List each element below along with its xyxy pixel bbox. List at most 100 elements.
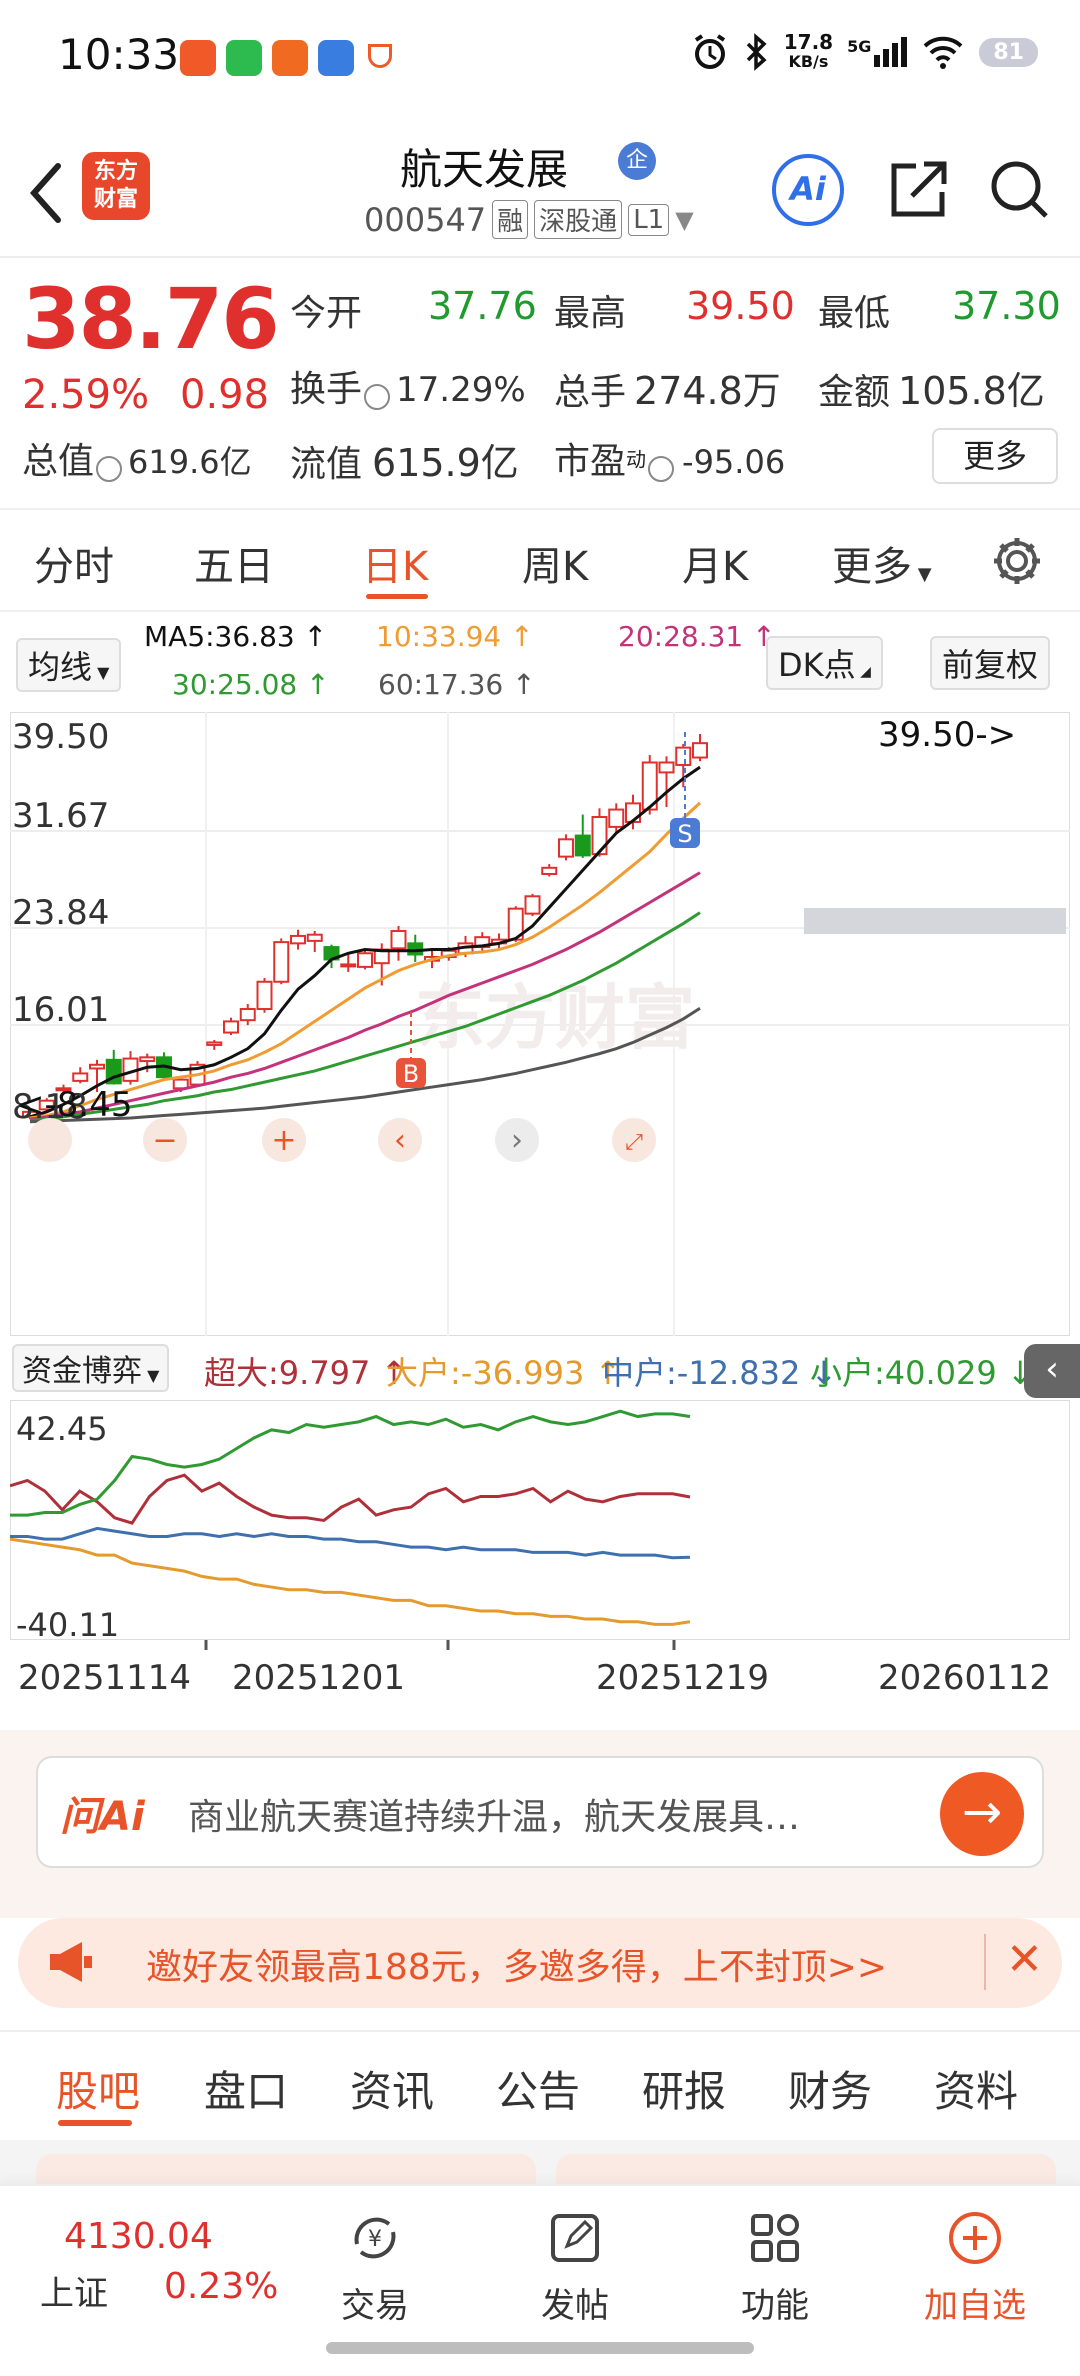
app-notification-icon <box>180 40 216 76</box>
tab-order-book[interactable]: 盘口 <box>204 2067 289 2116</box>
ma5-value: MA5:36.83 ↑ <box>144 620 328 653</box>
nav-add-watchlist[interactable]: 加自选 <box>900 2206 1050 2327</box>
wifi-icon <box>923 36 963 69</box>
tab-weekly-k[interactable]: 周K <box>522 544 589 590</box>
buy-point-marker <box>396 1058 426 1088</box>
candle-body <box>72 1072 89 1082</box>
min-price-marker: <-8.45 <box>16 1085 132 1125</box>
level-tag: L1 <box>628 203 670 236</box>
promo-text: 邀好友领最高188元，多邀多得，上不封顶>> <box>146 1947 888 1988</box>
tab-five-day[interactable]: 五日 <box>194 544 274 590</box>
candle-body <box>390 929 407 950</box>
candle-body <box>38 1099 55 1111</box>
tab-profile[interactable]: 资料 <box>934 2067 1019 2116</box>
settings-gear-icon[interactable] <box>990 534 1044 588</box>
tab-monthly-k[interactable]: 月K <box>682 544 749 590</box>
y-tick-label: 16.01 <box>12 990 109 1030</box>
stock-code: 000547 <box>364 200 487 239</box>
margin-tag: 融 <box>492 200 529 239</box>
ma60-value: 60:17.36 ↑ <box>378 668 536 701</box>
adjust-button[interactable]: 前复权 <box>930 636 1051 690</box>
nav-post[interactable]: 发帖 <box>500 2206 650 2327</box>
flow-line <box>10 1409 691 1517</box>
index-name: 上证 <box>40 2274 108 2314</box>
date-ticks <box>204 1640 676 1650</box>
candle-body <box>89 1063 105 1070</box>
grid-icon <box>751 2214 799 2262</box>
ma-line-ma10 <box>29 801 702 1120</box>
period-tabs: 分时 五日 日K 周K 月K 更多 ▼ <box>0 508 1080 612</box>
chevron-down-icon: ▼ <box>675 205 694 234</box>
fullscreen-button[interactable] <box>612 1118 656 1162</box>
fund-flow-selector[interactable]: 资金博弈 ▼ <box>12 1344 170 1392</box>
ask-ai-logo: 问Ai <box>60 1794 145 1840</box>
svg-text:⤢: ⤢ <box>625 1130 643 1155</box>
nav-trade[interactable]: ¥ 交易 <box>300 2206 450 2327</box>
svg-text:‹: ‹ <box>394 1123 406 1158</box>
low-value: 37.30 <box>952 284 1061 328</box>
low-label: 最低 <box>818 293 891 334</box>
arrow-right-icon[interactable]: → <box>940 1772 1024 1856</box>
scroll-right-button[interactable] <box>495 1118 539 1162</box>
index-quote[interactable]: 4130.04 上证 0.23% <box>0 2186 300 2336</box>
candle-body <box>290 934 306 945</box>
megaphone-icon <box>50 1942 92 1982</box>
tab-forum[interactable]: 股吧 <box>56 2067 141 2116</box>
home-indicator <box>326 2342 754 2354</box>
nav-functions[interactable]: 功能 <box>700 2206 850 2327</box>
stock-name: 航天发展 <box>400 145 569 194</box>
zoom-in-button[interactable] <box>262 1118 306 1162</box>
tab-research[interactable]: 研报 <box>642 2067 727 2116</box>
ma-line-ma30 <box>29 911 701 1123</box>
ai-button[interactable]: Ai <box>772 154 844 226</box>
search-icon[interactable] <box>986 156 1052 222</box>
candle-body <box>357 952 373 968</box>
resistance-band <box>804 908 1066 934</box>
invite-promo-banner[interactable]: 邀好友领最高188元，多邀多得，上不封顶>> ✕ <box>18 1918 1062 2008</box>
date-axis: 20251114 20251201 20251219 20260112 <box>0 1640 1080 1730</box>
close-icon[interactable]: ✕ <box>984 1934 1043 1990</box>
ma10-value: 10:33.94 ↑ <box>376 620 534 653</box>
sell-point-marker <box>670 818 700 848</box>
share-icon[interactable] <box>886 156 952 222</box>
change-percent: 2.59% <box>22 372 150 418</box>
indicator-selector[interactable]: 均线 ▼ <box>16 638 122 692</box>
flow-max-label: 42.45 <box>16 1410 108 1448</box>
fund-flow-legend: 资金博弈 ▼ 超大:9.797 ↑ 大户:-36.993 ↑ 中户:-12.83… <box>0 1340 1080 1400</box>
tab-news[interactable]: 资讯 <box>350 2067 435 2116</box>
trade-icon: ¥ <box>354 2217 396 2259</box>
zoom-out-button[interactable] <box>143 1118 187 1162</box>
active-tab-indicator <box>58 2120 132 2126</box>
ma-line-ma5 <box>29 765 701 1119</box>
tab-intraday[interactable]: 分时 <box>34 544 114 590</box>
stock-code-row[interactable]: 000547 融 深股通 L1 ▼ <box>364 200 694 239</box>
current-price: 38.76 <box>22 270 280 368</box>
add-watchlist-icon <box>949 2212 1001 2264</box>
super-large-flow: 超大:9.797 ↑ <box>204 1354 408 1392</box>
scroll-left-button[interactable] <box>378 1118 422 1162</box>
candle-body <box>675 746 692 766</box>
small-flow: 小户:40.029 ↓ <box>810 1354 1034 1392</box>
more-quote-button[interactable]: 更多 <box>932 428 1058 484</box>
app-logo[interactable]: 东方 财富 <box>82 152 150 220</box>
flow-line <box>10 1473 691 1525</box>
index-change: 0.23% <box>164 2266 279 2307</box>
svg-text:S: S <box>677 820 692 848</box>
tab-daily-k[interactable]: 日K <box>362 544 429 590</box>
tab-announcements[interactable]: 公告 <box>496 2067 581 2116</box>
network-speed: 17.8 KB/s <box>783 30 834 71</box>
volume: 总手 274.8万 <box>554 369 781 413</box>
chart-control-collapse[interactable] <box>28 1118 72 1162</box>
post-icon <box>551 2214 599 2262</box>
tab-more[interactable]: 更多 ▼ <box>832 544 932 590</box>
back-button[interactable] <box>22 158 72 228</box>
max-price-marker: 39.50-> <box>878 715 1016 755</box>
date-label: 20251114 <box>18 1658 192 1698</box>
dk-point-button[interactable]: DK点 ◢ <box>766 636 883 690</box>
ai-question-box[interactable]: 问Ai 商业航天赛道持续升温，航天发展具… → <box>36 1756 1044 1868</box>
change-amount: 0.98 <box>180 372 270 418</box>
tab-financials[interactable]: 财务 <box>788 2067 873 2116</box>
collapse-panel-button[interactable]: ‹ <box>1024 1344 1080 1398</box>
fund-flow-chart[interactable]: 42.45 -40.11 <box>10 1400 1070 1640</box>
